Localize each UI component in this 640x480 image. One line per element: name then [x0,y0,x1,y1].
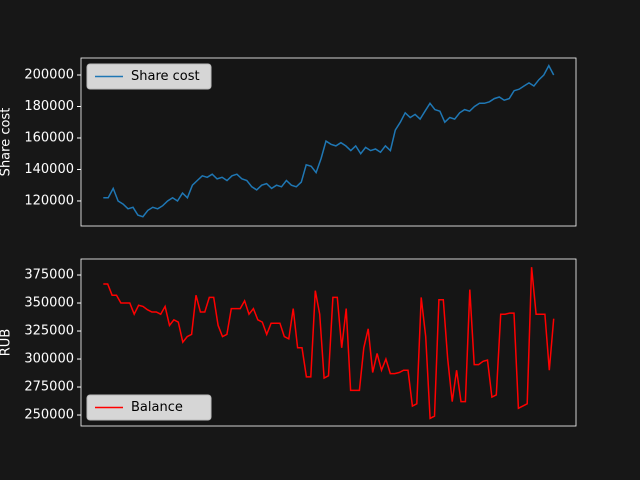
y-tick-label: 350000 [24,296,74,311]
legend-box [86,394,212,421]
y-tick-label: 325000 [24,324,74,339]
y-tick-label: 200000 [24,68,74,83]
legend-label: Balance [131,400,183,415]
legend-box [86,63,212,90]
y-tick-label: 275000 [24,380,74,395]
y-axis-label: Share cost [0,108,14,177]
y-tick-label: 250000 [24,408,74,423]
y-tick-label: 300000 [24,352,74,367]
y-tick-label: 160000 [24,130,74,145]
y-tick-label: 140000 [24,162,74,177]
legend-label: Share cost [131,69,200,84]
y-tick-label: 375000 [24,268,74,283]
line [103,63,555,218]
y-tick-label: 120000 [24,193,74,208]
y-tick-label: 180000 [24,99,74,114]
y-axis-label: RUB [0,329,14,356]
line [103,267,555,420]
